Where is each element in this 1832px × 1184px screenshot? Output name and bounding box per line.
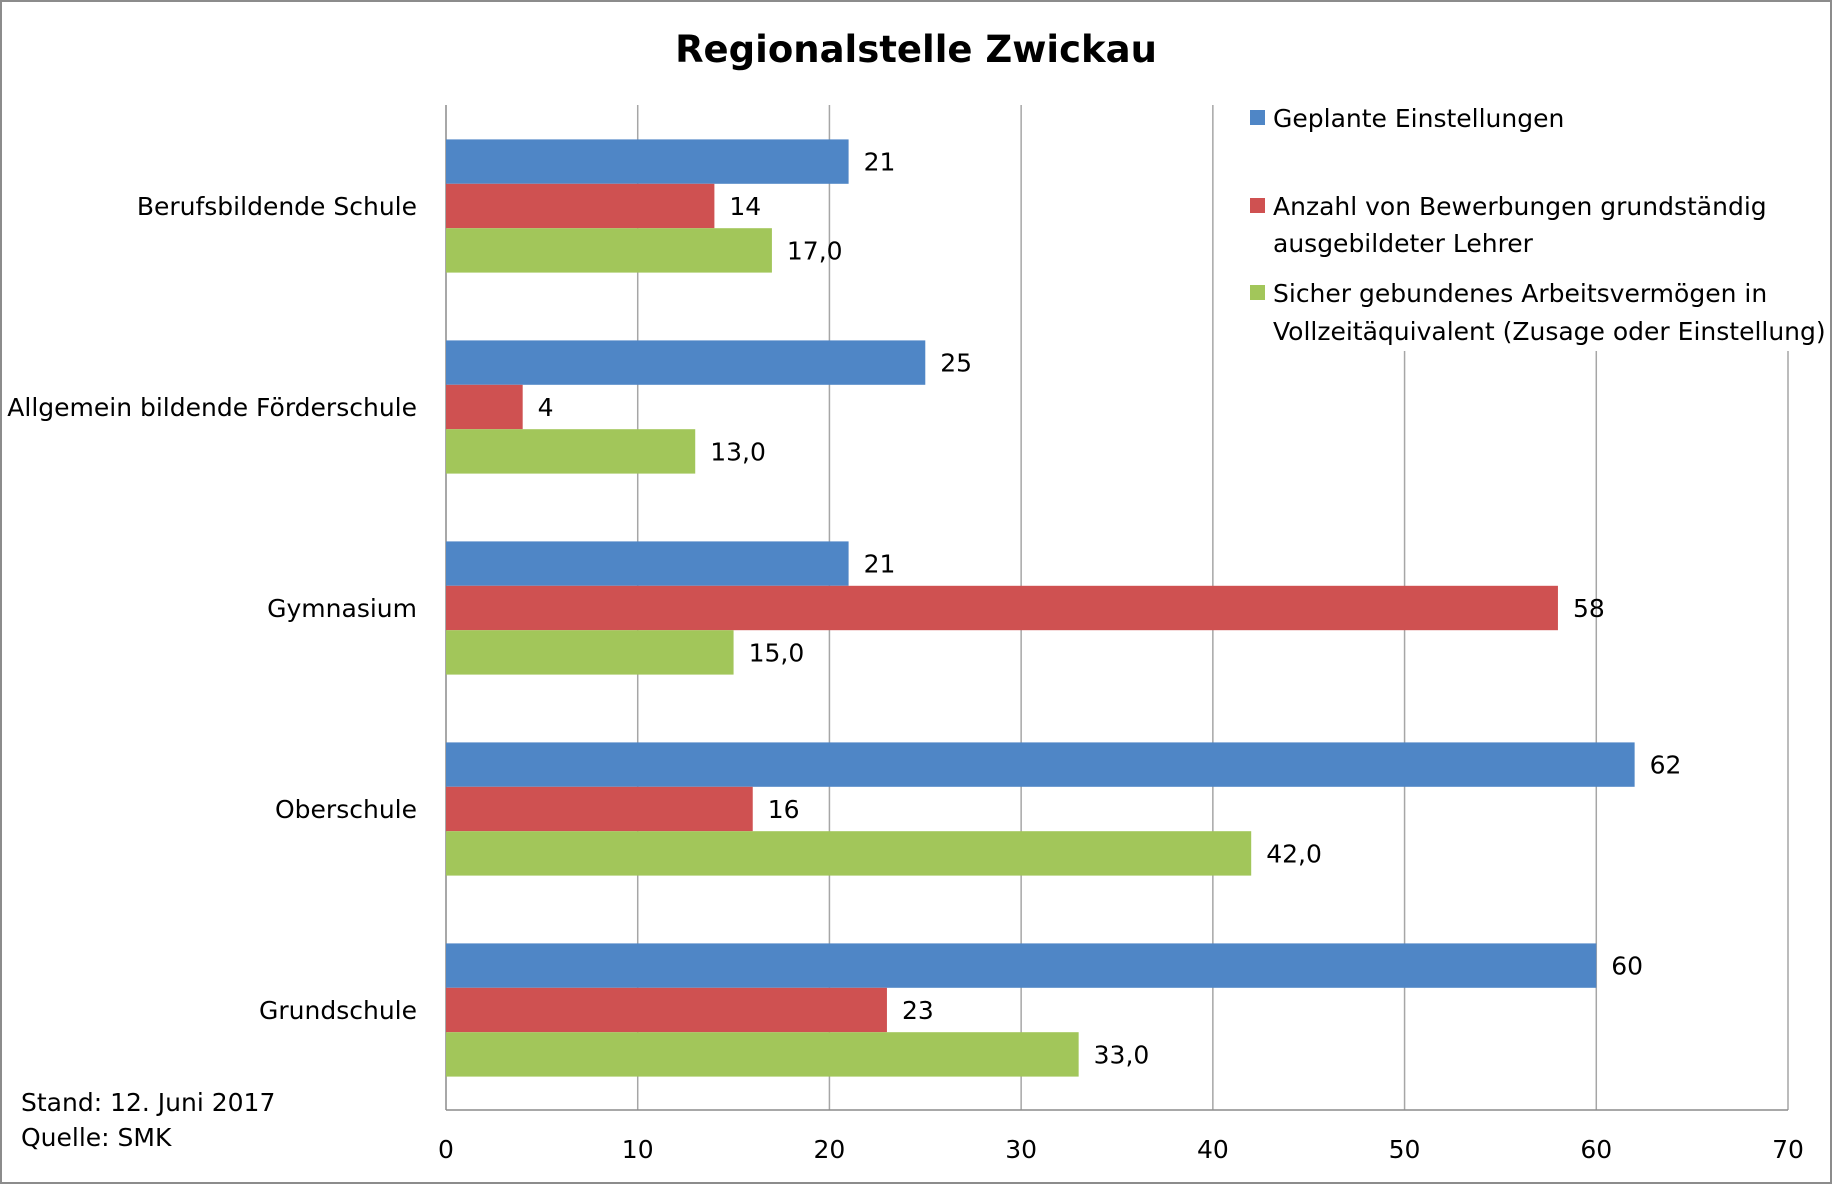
- data-label: 60: [1611, 952, 1643, 981]
- bar: [446, 340, 926, 385]
- data-label: 58: [1573, 594, 1605, 623]
- x-tick-label: 40: [1197, 1135, 1229, 1164]
- bar: [446, 384, 523, 430]
- bar: [446, 1032, 1079, 1077]
- legend-item: Sicher gebundenes Arbeitsvermögen in Voll…: [1250, 279, 1826, 346]
- data-label: 21: [864, 148, 896, 177]
- bar: [446, 541, 849, 586]
- data-label: 4: [538, 393, 554, 422]
- x-tick-label: 70: [1772, 1135, 1804, 1164]
- data-label: 15,0: [749, 638, 805, 667]
- legend-item: Anzahl von Bewerbungen grundständig ausge…: [1250, 192, 1767, 258]
- category-label: Grundschule: [259, 996, 417, 1025]
- data-label: 17,0: [787, 236, 843, 265]
- legend-label: Sicher gebundenes Arbeitsvermögen in: [1273, 279, 1767, 308]
- legend-swatch: [1250, 110, 1265, 125]
- legend-label: ausgebildeter Lehrer: [1273, 229, 1534, 258]
- footnote-stand: Stand: 12. Juni 2017: [21, 1088, 275, 1117]
- x-tick-label: 20: [814, 1135, 846, 1164]
- data-label: 14: [729, 192, 761, 221]
- bar: [446, 987, 887, 1033]
- category-label: Berufsbildende Schule: [137, 192, 417, 221]
- data-label: 16: [768, 795, 800, 824]
- legend-item: Geplante Einstellungen: [1250, 104, 1564, 133]
- x-tick-label: 30: [1005, 1135, 1037, 1164]
- bar: [446, 139, 849, 184]
- bar: [446, 831, 1252, 876]
- data-label: 23: [902, 996, 934, 1025]
- legend-swatch: [1250, 285, 1265, 300]
- legend-label: Anzahl von Bewerbungen grundständig: [1273, 192, 1767, 221]
- bar: [446, 429, 696, 474]
- chart-title: Regionalstelle Zwickau: [675, 28, 1157, 71]
- category-label: Allgemein bildende Förderschule: [7, 393, 417, 422]
- category-label: Gymnasium: [267, 594, 417, 623]
- data-label: 42,0: [1266, 839, 1322, 868]
- legend-background: [1238, 99, 1811, 351]
- bar: [446, 742, 1635, 787]
- x-tick-label: 60: [1580, 1135, 1612, 1164]
- bar: [446, 585, 1558, 631]
- x-tick-label: 10: [622, 1135, 654, 1164]
- x-tick-label: 50: [1389, 1135, 1421, 1164]
- footnote-quelle: Quelle: SMK: [21, 1123, 172, 1152]
- data-label: 62: [1650, 751, 1682, 780]
- data-label: 33,0: [1094, 1040, 1150, 1069]
- bar: [446, 786, 753, 832]
- bar: [446, 630, 734, 675]
- category-label: Oberschule: [275, 795, 417, 824]
- bar: [446, 228, 772, 273]
- legend-swatch: [1250, 198, 1265, 213]
- legend-label: Vollzeitäquivalent (Zusage oder Einstell…: [1273, 317, 1826, 346]
- x-tick-label: 0: [438, 1135, 454, 1164]
- bar: [446, 183, 715, 229]
- bar: [446, 943, 1597, 988]
- data-label: 25: [940, 349, 972, 378]
- data-label: 13,0: [710, 437, 766, 466]
- data-label: 21: [864, 550, 896, 579]
- legend-label: Geplante Einstellungen: [1273, 104, 1564, 133]
